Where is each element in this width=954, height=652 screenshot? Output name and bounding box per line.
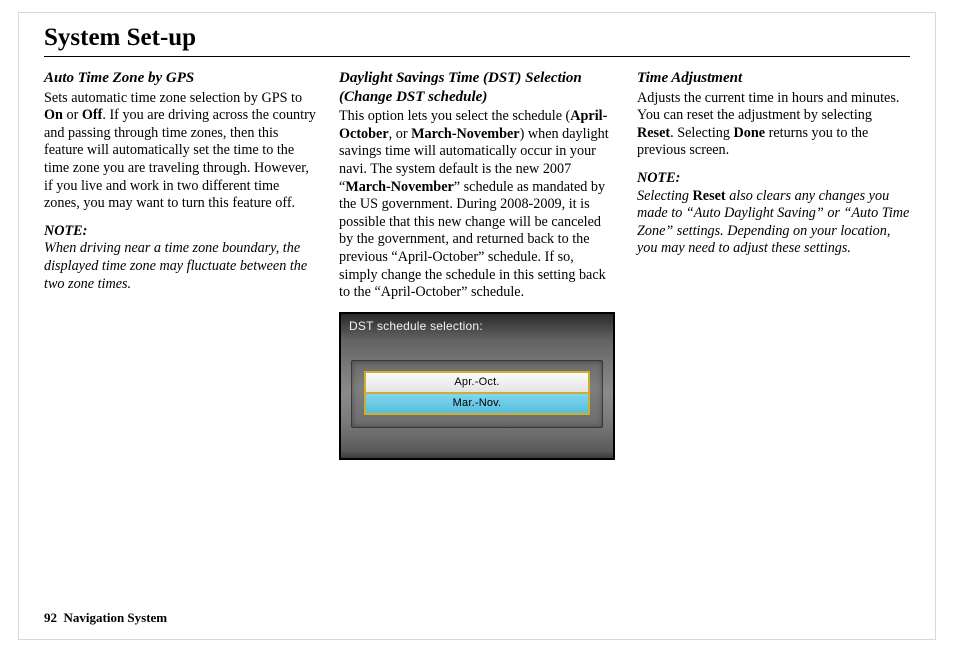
bold-mar-nov: March-November	[411, 126, 519, 142]
bold-mar-nov-2: March-November	[345, 179, 453, 195]
col1-paragraph: Sets automatic time zone selection by GP…	[44, 90, 317, 213]
text: Sets automatic time zone selection by GP…	[44, 90, 302, 106]
col1-heading: Auto Time Zone by GPS	[44, 69, 317, 88]
bold-reset: Reset	[637, 125, 670, 141]
title-rule	[44, 56, 910, 57]
text: or	[63, 107, 82, 123]
text: This option lets you select the schedule…	[339, 108, 570, 124]
col1-note: NOTE: When driving near a time zone boun…	[44, 223, 317, 293]
text: Selecting	[637, 188, 693, 204]
dst-screenshot-header: DST schedule selection:	[341, 314, 613, 338]
dst-option-mar-nov[interactable]: Mar.-Nov.	[364, 393, 590, 415]
col3-note: NOTE: Selecting Reset also clears any ch…	[637, 170, 910, 258]
col3-heading: Time Adjustment	[637, 69, 910, 88]
text: , or	[389, 126, 411, 142]
col2-paragraph: This option lets you select the schedule…	[339, 108, 615, 302]
column-3: Time Adjustment Adjusts the current time…	[637, 69, 910, 460]
note-label: NOTE:	[44, 223, 317, 241]
dst-screenshot: DST schedule selection: Apr.-Oct. Mar.-N…	[339, 312, 615, 460]
columns: Auto Time Zone by GPS Sets automatic tim…	[44, 69, 910, 460]
dst-option-apr-oct[interactable]: Apr.-Oct.	[364, 371, 590, 393]
bold-reset: Reset	[693, 188, 726, 204]
note-body: Selecting Reset also clears any changes …	[637, 188, 910, 258]
bold-done: Done	[734, 125, 766, 141]
column-1: Auto Time Zone by GPS Sets automatic tim…	[44, 69, 317, 460]
bold-on: On	[44, 107, 63, 123]
text: . Selecting	[670, 125, 733, 141]
dst-option-panel: Apr.-Oct. Mar.-Nov.	[351, 360, 603, 428]
col3-paragraph: Adjusts the current time in hours and mi…	[637, 90, 910, 160]
page-title: System Set-up	[44, 24, 910, 52]
text: ” schedule as mandated by the US governm…	[339, 179, 606, 301]
page-footer: 92 Navigation System	[44, 610, 167, 626]
note-body: When driving near a time zone boundary, …	[44, 240, 317, 293]
column-2: Daylight Savings Time (DST) Selection (C…	[339, 69, 615, 460]
bold-off: Off	[82, 107, 103, 123]
text: Adjusts the current time in hours and mi…	[637, 90, 899, 124]
footer-section-label: Navigation System	[64, 610, 168, 625]
footer-page-number: 92	[44, 610, 57, 625]
note-label: NOTE:	[637, 170, 910, 188]
col2-heading: Daylight Savings Time (DST) Selection (C…	[339, 69, 615, 106]
